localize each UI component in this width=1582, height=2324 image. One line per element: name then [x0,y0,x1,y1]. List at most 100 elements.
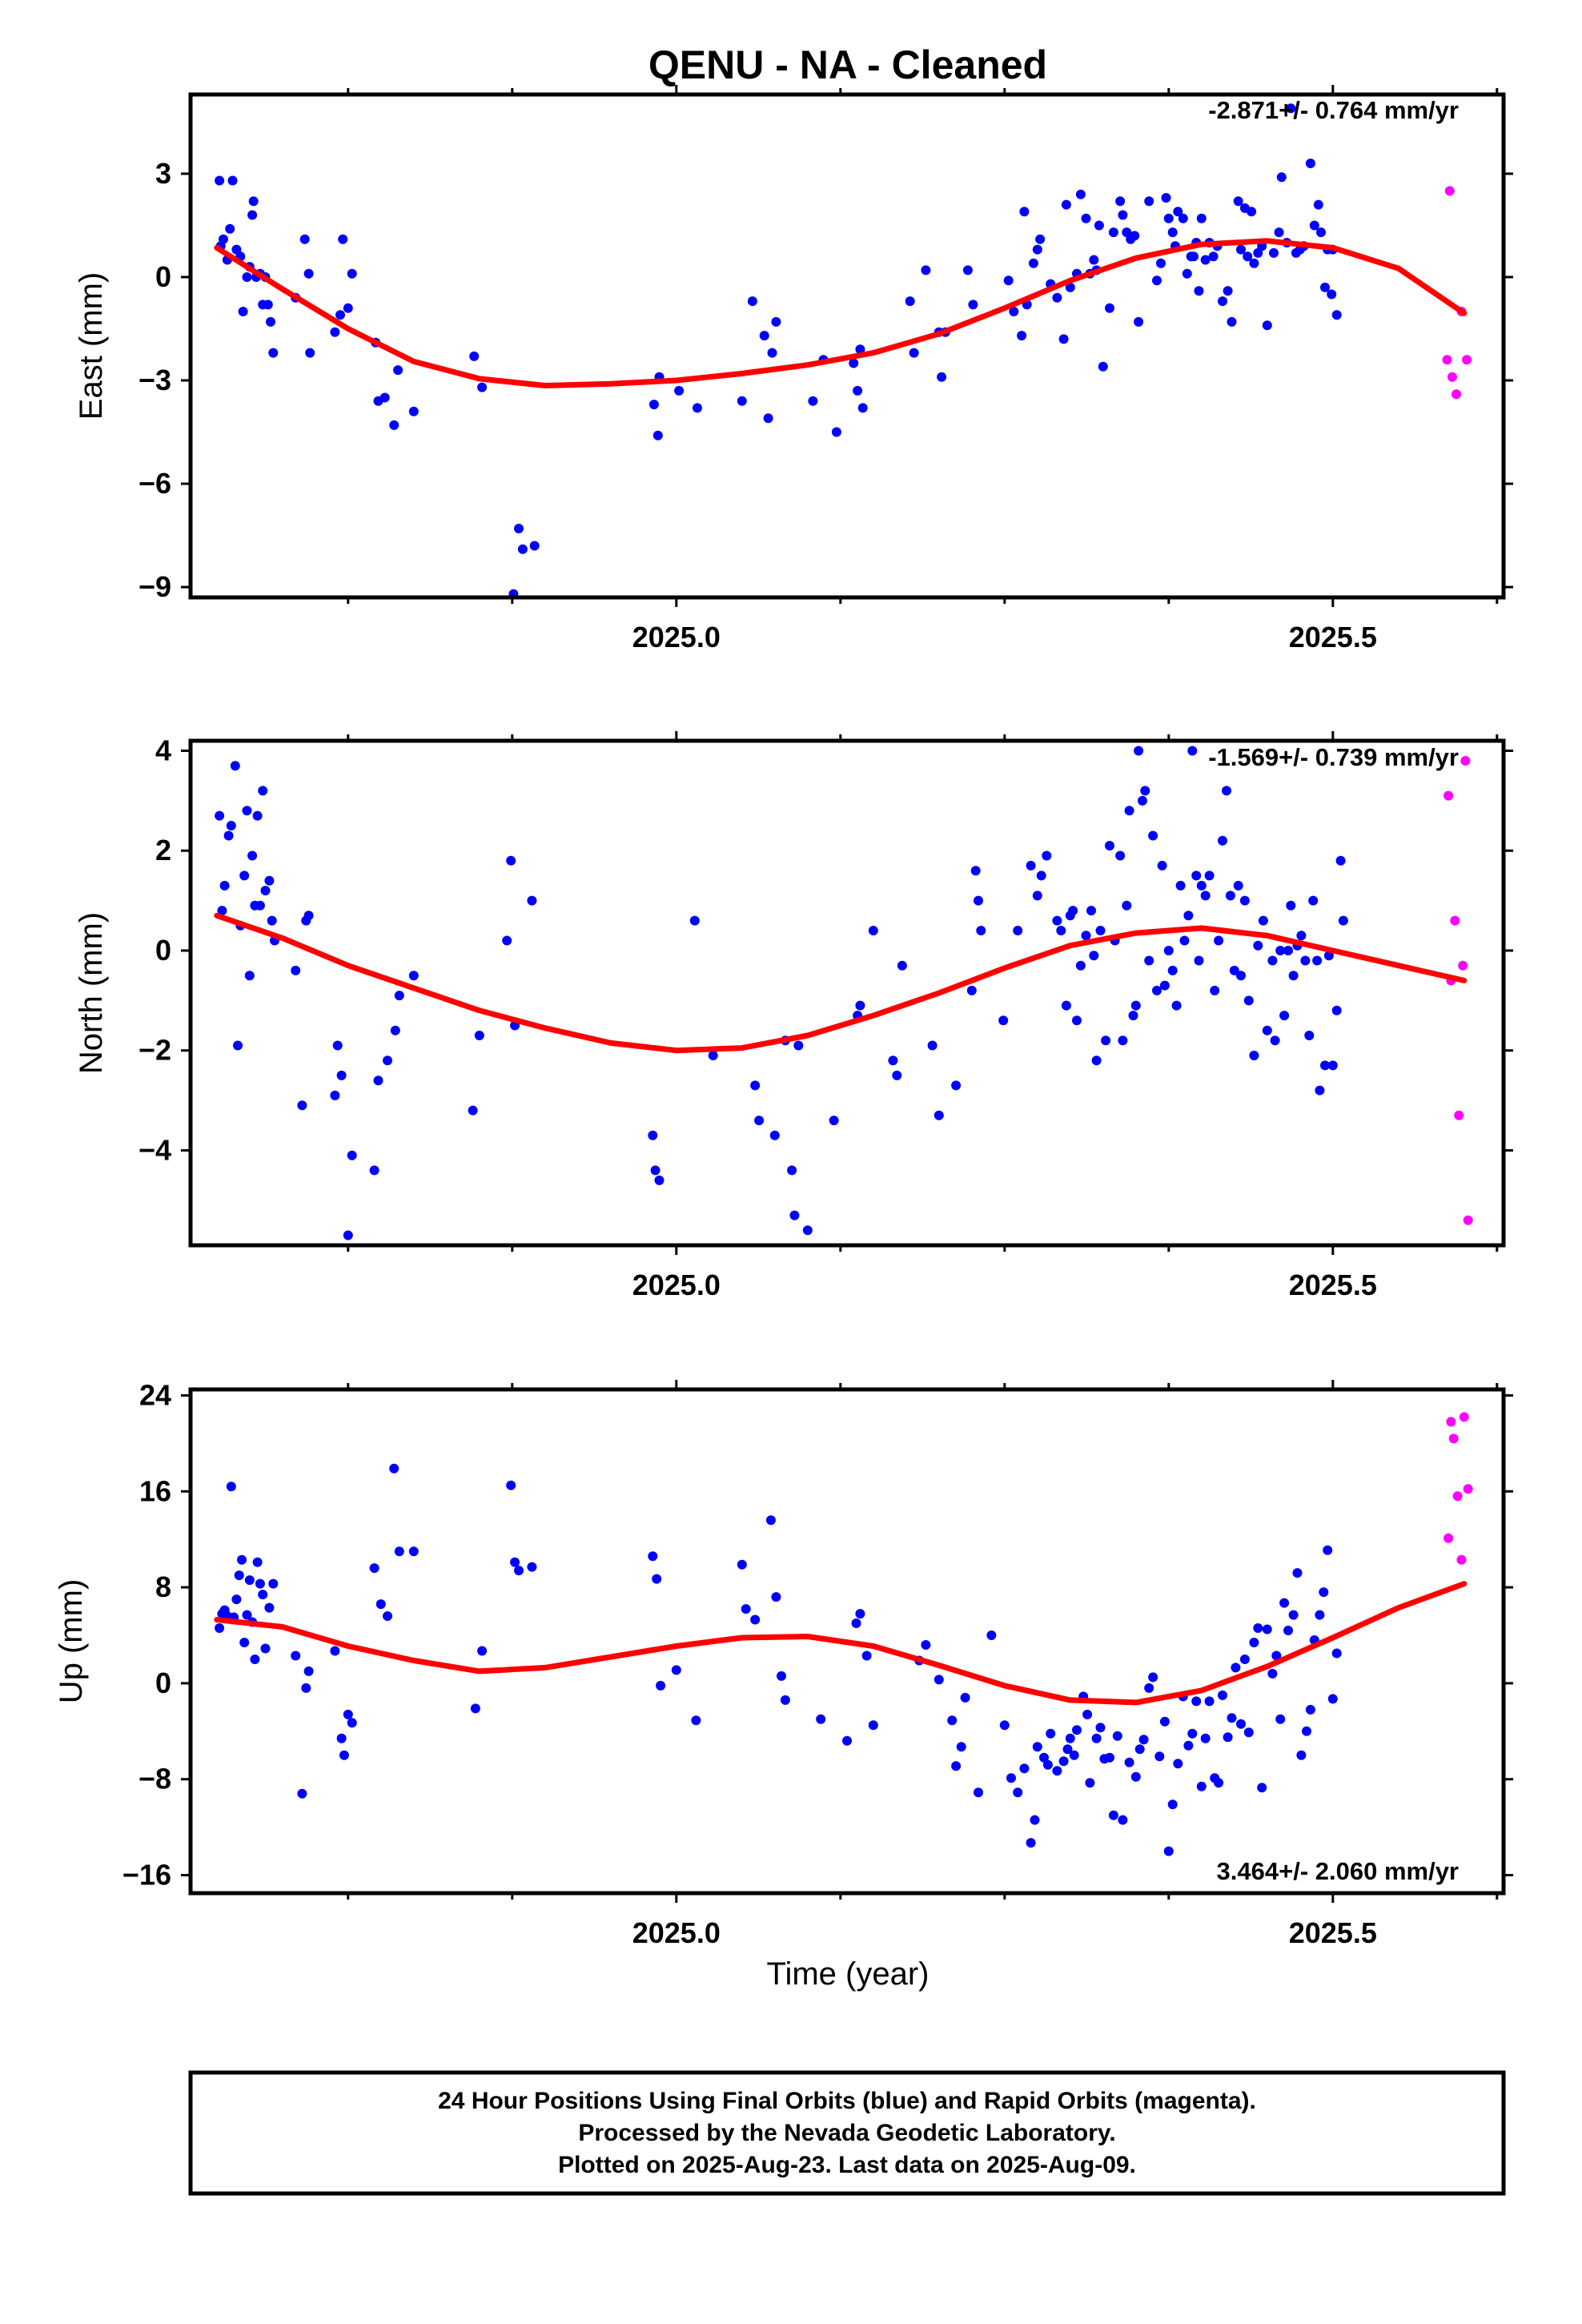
east-final-point [1035,234,1046,244]
up-final-point [347,1718,357,1728]
up-final-point [1144,1683,1154,1693]
up-final-point [1315,1610,1325,1620]
north-final-point [408,971,419,981]
north-final-point [1331,1005,1342,1015]
north-rapid-point [1463,1215,1473,1225]
east-final-point [1115,196,1126,207]
east-final-point [1118,210,1128,220]
north-final-point [369,1165,379,1176]
up-final-point [514,1566,524,1576]
north-final-point [1086,906,1096,916]
east-final-point [263,300,273,310]
up-y-tick-label: −8 [139,1763,171,1795]
up-final-point [234,1570,244,1581]
north-final-point [966,985,977,995]
east-final-point [266,316,275,327]
north-final-point [1138,795,1147,806]
up-final-point [1052,1766,1062,1776]
north-final-point [383,1055,392,1066]
up-final-point [986,1630,997,1640]
up-panel: 24 16 8 0 −8 −16 2025.0 2025.5 Up (mm) 3.464+/- 2… [54,1378,1513,1949]
east-final-point [514,524,524,533]
north-final-point [297,1100,307,1111]
up-y-tick-label: 16 [139,1474,171,1507]
north-final-point [1327,1060,1338,1071]
north-final-point [1200,891,1211,901]
up-final-point [951,1761,962,1771]
east-final-point [393,365,404,376]
up-final-point [1231,1663,1241,1673]
up-final-point [691,1715,701,1726]
east-final-point [242,272,252,282]
east-final-point [1309,220,1319,231]
north-frame [188,738,1506,1248]
up-final-point [741,1604,751,1614]
east-final-point [1274,227,1284,238]
north-final-point [1144,955,1154,966]
up-final-point [242,1610,252,1620]
up-final-point [1223,1732,1233,1743]
north-final-point [787,1165,797,1176]
east-final-point [238,307,248,316]
up-final-point [1065,1733,1075,1743]
north-final-point [1148,830,1158,841]
east-final-point [305,348,315,358]
north-final-point [1286,900,1296,911]
east-final-point [248,196,259,207]
north-final-point [1210,985,1220,995]
up-final-point [1302,1726,1311,1736]
north-final-point [769,1130,780,1140]
up-final-point [255,1578,265,1589]
north-final-point [1091,1055,1102,1066]
north-final-point [1056,926,1066,935]
east-rapid-point [1447,372,1457,382]
up-final-point [777,1671,786,1681]
up-final-point [750,1614,761,1625]
north-final-point [708,1051,718,1060]
up-rapid-point [1456,1554,1467,1565]
up-rapid-point [1448,1433,1459,1444]
north-final-point [1124,806,1134,816]
up-final-point [855,1609,865,1619]
north-final-point [1275,946,1286,955]
up-final-point [947,1715,958,1726]
east-x-tick-label: 2025.0 [632,621,721,653]
north-final-point [223,830,234,841]
east-final-point [1075,189,1086,199]
up-final-point [1271,1651,1282,1661]
east-final-point [247,210,258,220]
up-final-point [934,1675,944,1685]
up-final-point [330,1646,340,1656]
footer-line-1: 24 Hour Positions Using Final Orbits (bl… [438,2088,1256,2114]
up-final-point [1218,1690,1227,1700]
north-final-point [373,1076,383,1086]
east-x-tick-label: 2025.5 [1289,621,1377,653]
north-final-point [1072,1015,1082,1026]
up-final-point [264,1602,275,1613]
east-final-point [225,223,235,234]
north-final-point [219,880,230,891]
up-final-point [260,1643,271,1654]
east-final-point [1227,316,1237,327]
east-final-point [1130,231,1140,241]
north-final-point [247,850,258,861]
north-final-point [1101,1035,1111,1046]
north-final-point [1159,980,1170,991]
up-final-point [343,1709,353,1719]
north-final-point [1157,860,1167,870]
north-y-axis-label: North (mm) [74,912,109,1074]
up-final-point [1214,1778,1224,1788]
east-final-point [303,268,314,279]
up-final-point [1095,1723,1106,1733]
east-final-point [215,175,225,186]
up-final-point [231,1594,242,1605]
east-final-point [693,403,702,413]
up-final-point [1112,1731,1122,1741]
north-final-point [1163,946,1174,955]
north-final-point [1262,1025,1272,1035]
north-final-point [976,926,986,935]
footer-line-3: Plotted on 2025-Aug-23. Last data on 202… [558,2152,1136,2178]
north-y-tick-label: 2 [155,834,171,866]
east-y-tick-label: 3 [155,157,171,190]
